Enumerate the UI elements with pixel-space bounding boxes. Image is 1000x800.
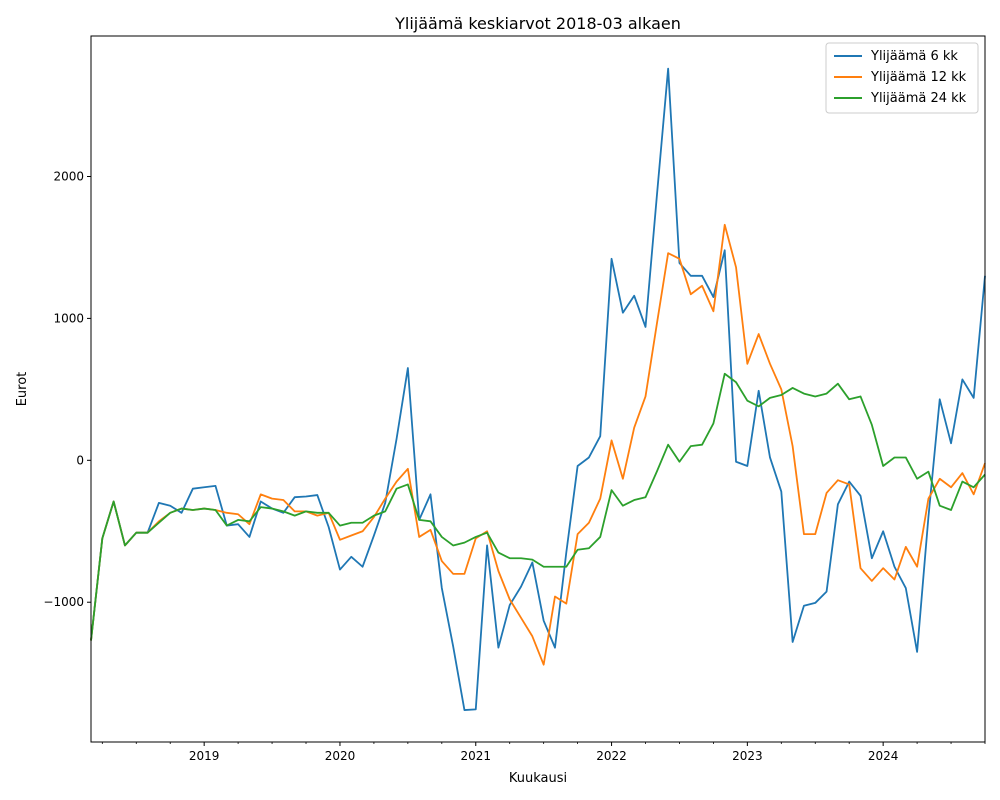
y-tick-label: −1000 — [43, 595, 84, 609]
x-tick-label: 2022 — [596, 749, 627, 763]
x-axis-label: Kuukausi — [509, 771, 567, 786]
series-line-2 — [90, 223, 986, 666]
legend-label-3: Ylijäämä 24 kk — [870, 91, 967, 106]
y-tick-label: 2000 — [53, 169, 84, 183]
series-line-1 — [90, 67, 986, 711]
x-tick-label: 2023 — [732, 749, 763, 763]
y-axis-ticks: −1000 0 1000 2000 — [43, 169, 91, 609]
axes-frame — [90, 35, 986, 743]
y-tick-label: 0 — [76, 453, 84, 467]
y-axis-label: Eurot — [15, 372, 30, 407]
legend: Ylijäämä 6 kk Ylijäämä 12 kk Ylijäämä 24 k… — [825, 42, 979, 114]
series-lines — [90, 67, 986, 711]
legend-label-2: Ylijäämä 12 kk — [870, 70, 967, 85]
x-axis-ticks: 2019 2020 2021 2022 2023 2024 — [101, 742, 986, 763]
legend-label-1: Ylijäämä 6 kk — [870, 49, 958, 64]
x-tick-label: 2019 — [189, 749, 220, 763]
legend-frame — [825, 42, 979, 114]
plot-area: 2019 2020 2021 2022 2023 2024 −1000 0 1000 2000 — [43, 35, 986, 763]
x-tick-label: 2024 — [868, 749, 899, 763]
series-line-3 — [90, 372, 986, 641]
y-tick-label: 1000 — [53, 311, 84, 325]
legend-items: Ylijäämä 6 kk Ylijäämä 12 kk Ylijäämä 24 k… — [834, 49, 967, 106]
x-tick-label: 2020 — [325, 749, 356, 763]
x-tick-label: 2021 — [460, 749, 491, 763]
chart-title: Ylijäämä keskiarvot 2018-03 alkaen — [394, 14, 681, 33]
